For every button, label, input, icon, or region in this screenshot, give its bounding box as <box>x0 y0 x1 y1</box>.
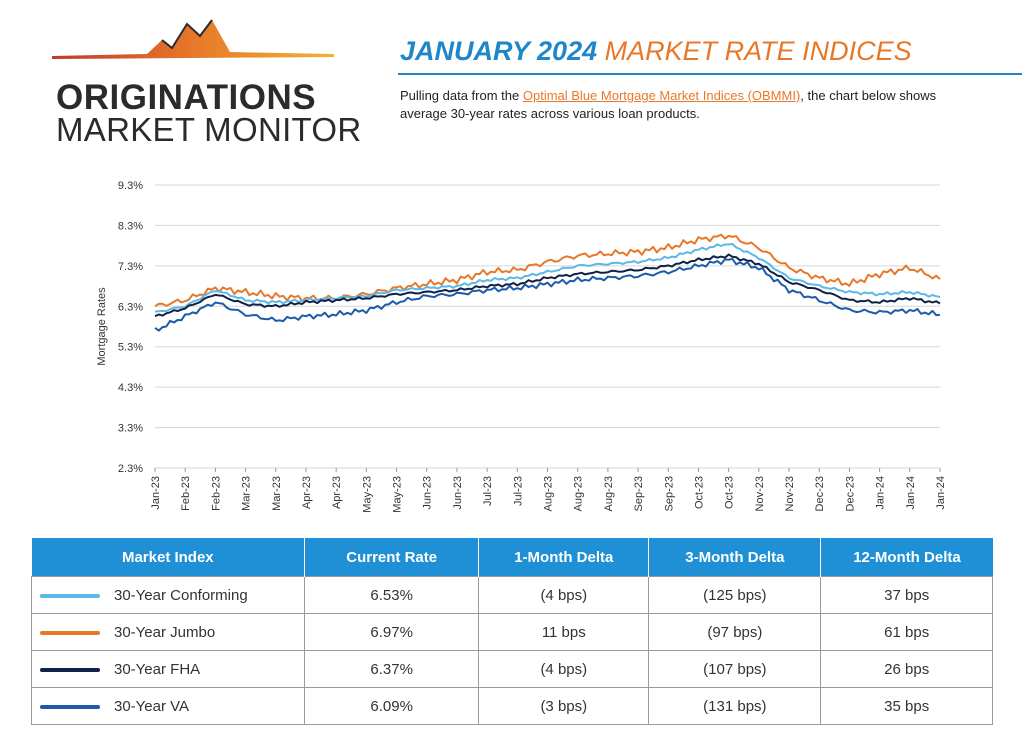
y-tick-label: 9.3% <box>118 180 143 192</box>
x-tick-label: Aug-23 <box>603 476 615 511</box>
three-month-delta-cell: (107 bps) <box>648 650 822 688</box>
current-rate-cell: 6.97% <box>304 613 480 651</box>
x-tick-label: May-23 <box>392 476 404 513</box>
one-month-delta-cell: (4 bps) <box>478 650 650 688</box>
x-tick-label: Aug-23 <box>573 476 585 511</box>
x-tick-label: Jun-23 <box>452 476 464 510</box>
twelve-month-delta-cell: 26 bps <box>820 650 993 688</box>
x-tick-label: Mar-23 <box>271 476 283 511</box>
logo: ORIGINATIONS MARKET MONITOR <box>52 18 361 146</box>
x-tick-label: Jul-23 <box>482 476 494 506</box>
x-tick-label: Jul-23 <box>512 476 524 506</box>
x-tick-label: May-23 <box>361 476 373 513</box>
table-row: 30-Year Conforming 6.53% (4 bps) (125 bp… <box>30 576 993 614</box>
current-rate-cell: 6.37% <box>304 650 480 688</box>
mountain-logo-icon <box>52 19 334 59</box>
page-title-subject: MARKET RATE INDICES <box>604 36 912 66</box>
header-12-month-delta: 12-Month Delta <box>820 538 993 577</box>
legend-swatch-fha <box>40 667 100 672</box>
series-line-va <box>154 257 941 332</box>
twelve-month-delta-cell: 35 bps <box>820 687 993 725</box>
three-month-delta-cell: (131 bps) <box>648 687 822 725</box>
y-tick-label: 6.3% <box>118 301 143 313</box>
table-header-row: Market Index Current Rate 1-Month Delta … <box>31 538 993 577</box>
x-tick-label: Jan-24 <box>935 476 947 510</box>
x-tick-label: Apr-23 <box>331 476 343 509</box>
x-tick-label: Mar-23 <box>241 476 253 511</box>
index-cell: 30-Year Conforming <box>30 576 306 614</box>
index-name: 30-Year Jumbo <box>114 623 216 641</box>
y-tick-label: 3.3% <box>118 423 143 435</box>
y-tick-label: 7.3% <box>118 261 143 273</box>
x-tick-label: Oct-23 <box>724 476 736 509</box>
series-line-conforming <box>154 243 941 313</box>
intro-text: Pulling data from the Optimal Blue Mortg… <box>400 87 960 123</box>
three-month-delta-cell: (97 bps) <box>648 613 822 651</box>
y-axis-title: Mortgage Rates <box>96 287 108 366</box>
y-tick-label: 8.3% <box>118 220 143 232</box>
x-tick-label: Jun-23 <box>422 476 434 510</box>
legend-swatch-conforming <box>40 593 100 598</box>
index-cell: 30-Year VA <box>30 687 306 725</box>
table-row: 30-Year Jumbo 6.97% 11 bps (97 bps) 61 b… <box>30 613 993 651</box>
header-1-month-delta: 1-Month Delta <box>478 538 650 577</box>
table-row: 30-Year VA 6.09% (3 bps) (131 bps) 35 bp… <box>30 687 993 725</box>
header-divider <box>398 73 1022 75</box>
x-tick-label: Jan-24 <box>905 476 917 510</box>
series-line-fha <box>154 253 941 318</box>
x-tick-label: Feb-23 <box>210 476 222 511</box>
intro-after: , the chart below shows average 30-year … <box>400 88 937 121</box>
one-month-delta-cell: (3 bps) <box>478 687 650 725</box>
x-tick-label: Jan-24 <box>875 476 887 510</box>
logo-line-1: ORIGINATIONS <box>56 78 317 117</box>
x-tick-label: Apr-23 <box>301 476 313 509</box>
x-tick-label: Oct-23 <box>693 476 705 509</box>
intro-before: Pulling data from the <box>400 88 523 103</box>
current-rate-cell: 6.09% <box>304 687 480 725</box>
index-name: 30-Year VA <box>114 697 190 715</box>
obmmi-link[interactable]: Optimal Blue Mortgage Market Indices (OB… <box>522 88 801 103</box>
header-current-rate: Current Rate <box>304 538 480 577</box>
x-tick-label: Nov-23 <box>754 476 766 511</box>
legend-swatch-jumbo <box>40 630 100 635</box>
rates-table: Market Index Current Rate 1-Month Delta … <box>30 538 993 725</box>
twelve-month-delta-cell: 61 bps <box>820 613 993 651</box>
x-tick-label: Jan-23 <box>150 476 162 510</box>
page-title: JANUARY 2024 MARKET RATE INDICES <box>400 38 912 65</box>
page-title-date: JANUARY 2024 <box>400 36 598 66</box>
y-tick-label: 4.3% <box>118 382 143 394</box>
table-row: 30-Year FHA 6.37% (4 bps) (107 bps) 26 b… <box>30 650 993 688</box>
y-tick-label: 2.3% <box>118 463 143 475</box>
x-tick-label: Nov-23 <box>784 476 796 511</box>
legend-swatch-va <box>40 704 100 709</box>
logo-line-2: MARKET MONITOR <box>56 111 362 148</box>
y-tick-label: 5.3% <box>118 342 143 354</box>
index-name: 30-Year Conforming <box>114 586 248 604</box>
one-month-delta-cell: (4 bps) <box>478 576 650 614</box>
index-cell: 30-Year FHA <box>30 650 306 688</box>
rates-line-chart: 9.3% 8.3% 7.3% 6.3% 5.3% 4.3% 3.3% 2.3% Mortgage… <box>96 180 947 513</box>
series-line-jumbo <box>154 233 941 308</box>
x-tick-label: Dec-23 <box>814 476 826 511</box>
x-tick-label: Dec-23 <box>844 476 856 511</box>
header-3-month-delta: 3-Month Delta <box>648 538 822 577</box>
index-cell: 30-Year Jumbo <box>30 613 306 651</box>
x-tick-label: Feb-23 <box>180 476 192 511</box>
x-tick-label: Aug-23 <box>543 476 555 511</box>
index-name: 30-Year FHA <box>114 660 201 678</box>
three-month-delta-cell: (125 bps) <box>648 576 822 614</box>
current-rate-cell: 6.53% <box>304 576 480 614</box>
x-tick-label: Sep-23 <box>633 476 645 511</box>
header-market-index: Market Index <box>31 538 306 577</box>
twelve-month-delta-cell: 37 bps <box>820 576 993 614</box>
x-tick-label: Sep-23 <box>663 476 675 511</box>
one-month-delta-cell: 11 bps <box>478 613 650 651</box>
